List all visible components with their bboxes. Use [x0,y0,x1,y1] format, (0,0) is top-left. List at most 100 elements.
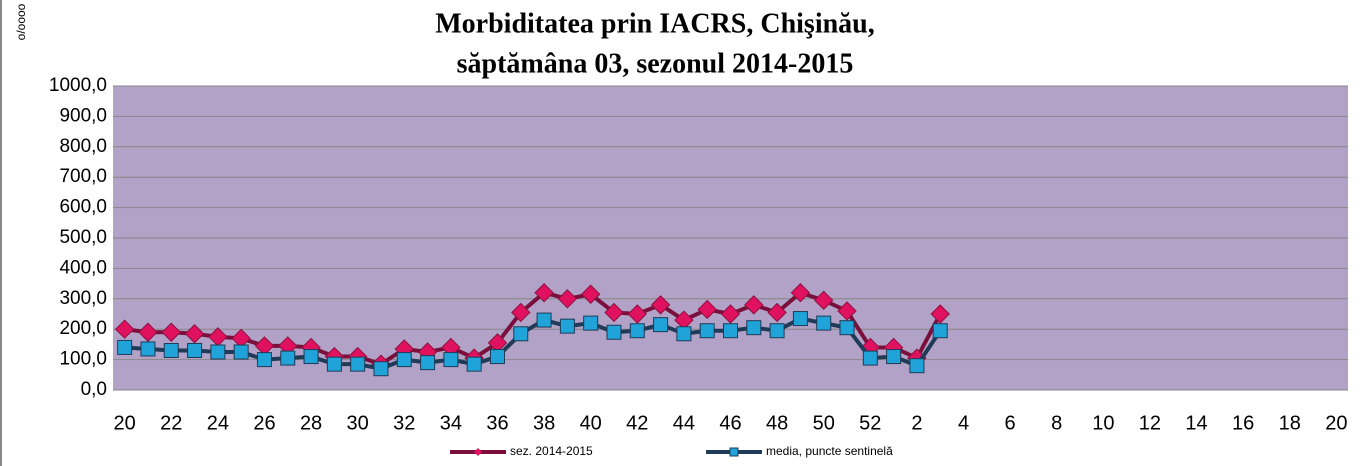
legend-label: sez. 2014-2015 [510,444,593,458]
data-point [513,326,529,342]
x-tick-label: 30 [347,412,369,434]
data-point [930,304,950,324]
data-point [373,361,389,377]
data-point [676,326,692,342]
x-tick-label: 36 [486,412,508,434]
chart-title: săptămâna 03, sezonul 2014-2015 [457,48,854,79]
y-tick-label: 800,0 [59,136,107,157]
y-tick-label: 900,0 [59,105,107,126]
x-tick-label: 6 [1005,412,1016,434]
x-tick-label: 46 [719,412,741,434]
data-point [233,344,249,360]
x-tick-label: 40 [580,412,602,434]
y-tick-label: 300,0 [59,288,107,309]
x-tick-label: 20 [1325,412,1347,434]
x-tick-label: 26 [253,412,275,434]
data-point [466,356,482,372]
data-point [350,356,366,372]
data-point [161,322,181,342]
y-tick-label: 200,0 [59,318,107,339]
data-point [559,318,575,334]
data-point [627,304,647,324]
data-point [163,342,179,358]
data-point [629,323,645,339]
x-tick-label: 14 [1185,412,1207,434]
data-point [140,341,156,357]
data-point [580,284,601,304]
data-point [723,323,738,339]
data-point [557,289,578,309]
data-point [909,358,925,374]
data-point [187,342,203,358]
x-tick-label: 12 [1139,412,1161,434]
x-tick-label: 28 [300,412,322,434]
x-tick-label: 52 [859,412,881,434]
data-point [443,352,459,368]
data-point [699,323,715,339]
data-point [534,283,554,303]
data-point [837,301,857,321]
data-point [138,322,158,342]
y-tick-label: 600,0 [59,197,107,218]
data-point [886,349,902,365]
data-point [790,283,811,303]
x-tick-label: 20 [114,412,136,434]
data-point [184,324,205,344]
data-point [653,317,669,333]
y-tick-label: 700,0 [59,166,107,187]
data-point [839,320,855,336]
data-point [489,349,505,365]
x-tick-label: 42 [626,412,648,434]
data-point [862,350,878,366]
data-point [767,302,787,323]
data-point [744,295,764,315]
data-point [606,324,622,340]
x-tick-label: 44 [673,412,695,434]
data-point [816,315,832,331]
data-point [697,299,717,320]
data-point [720,304,741,324]
x-tick-label: 34 [440,412,462,434]
data-point [117,339,133,355]
data-point [303,349,319,365]
y-tick-label: 0,0 [81,379,107,400]
x-tick-label: 18 [1279,412,1301,434]
y-tick-label: 400,0 [59,257,107,278]
y-tick-label: 100,0 [59,349,107,370]
data-point [326,356,342,372]
legend-marker [729,447,739,457]
data-point [210,344,226,360]
x-tick-label: 16 [1232,412,1254,434]
legend-marker [474,448,482,456]
data-point [792,311,808,327]
data-point [114,319,135,339]
x-tick-label: 32 [393,412,415,434]
data-point [604,302,624,323]
legend-label: media, puncte sentinelă [766,444,893,458]
x-tick-label: 38 [533,412,555,434]
data-point [769,323,785,339]
data-point [583,315,599,331]
x-tick-label: 24 [207,412,229,434]
y-axis-label: o/oooo [14,3,28,40]
data-point [280,350,296,366]
y-tick-label: 500,0 [59,227,107,248]
x-tick-label: 2 [911,412,922,434]
data-point [536,312,552,328]
data-point [511,302,531,323]
chart-title: Morbiditatea prin IACRS, Chişinău, [435,8,875,39]
x-tick-label: 8 [1051,412,1062,434]
data-point [650,295,671,315]
x-tick-label: 48 [766,412,788,434]
data-point [932,323,948,339]
data-point [420,355,436,371]
x-tick-label: 50 [813,412,835,434]
x-tick-label: 22 [160,412,182,434]
y-tick-label: 1000,0 [49,75,107,96]
data-point [256,352,272,368]
x-tick-label: 10 [1092,412,1114,434]
x-tick-label: 4 [958,412,969,434]
data-point [396,352,412,368]
data-point [746,320,762,336]
